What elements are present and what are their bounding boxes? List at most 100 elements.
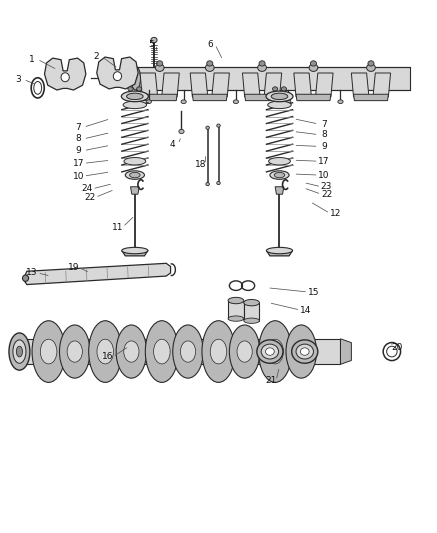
Text: 17: 17 (73, 159, 84, 168)
Ellipse shape (259, 321, 291, 382)
Polygon shape (340, 339, 351, 365)
Polygon shape (23, 263, 170, 285)
Ellipse shape (124, 158, 146, 165)
Ellipse shape (13, 340, 26, 364)
Ellipse shape (131, 67, 141, 90)
Text: 24: 24 (81, 184, 93, 193)
Ellipse shape (286, 325, 316, 378)
Ellipse shape (271, 93, 288, 100)
Polygon shape (136, 67, 410, 90)
Polygon shape (131, 187, 139, 194)
Ellipse shape (300, 348, 309, 356)
Polygon shape (244, 303, 260, 321)
Ellipse shape (261, 344, 279, 359)
Text: 4: 4 (170, 140, 176, 149)
Text: 17: 17 (318, 157, 329, 166)
Ellipse shape (269, 158, 290, 165)
Text: 13: 13 (26, 269, 38, 277)
Ellipse shape (16, 346, 22, 357)
Ellipse shape (9, 333, 30, 370)
Ellipse shape (137, 87, 142, 91)
Ellipse shape (151, 37, 157, 43)
Text: 19: 19 (68, 263, 80, 272)
Ellipse shape (286, 100, 291, 103)
Ellipse shape (229, 325, 260, 378)
Polygon shape (228, 301, 244, 319)
Text: 6: 6 (207, 40, 213, 49)
Ellipse shape (180, 341, 196, 362)
Text: 7: 7 (75, 123, 81, 132)
Ellipse shape (128, 87, 133, 91)
Polygon shape (373, 73, 391, 97)
Text: 1: 1 (29, 55, 35, 63)
Text: 22: 22 (84, 193, 96, 202)
Ellipse shape (130, 172, 140, 177)
Ellipse shape (237, 341, 252, 362)
Text: 18: 18 (194, 160, 206, 169)
Polygon shape (140, 73, 157, 97)
Polygon shape (162, 73, 179, 97)
Ellipse shape (338, 100, 343, 103)
Ellipse shape (268, 101, 291, 109)
Ellipse shape (206, 182, 209, 185)
Polygon shape (190, 73, 208, 97)
Ellipse shape (156, 61, 163, 66)
Ellipse shape (205, 64, 214, 71)
Ellipse shape (89, 321, 122, 382)
Ellipse shape (32, 321, 65, 382)
Ellipse shape (207, 61, 213, 66)
Ellipse shape (296, 344, 313, 359)
Ellipse shape (206, 126, 209, 130)
Text: 15: 15 (308, 287, 319, 296)
Polygon shape (264, 73, 282, 97)
Ellipse shape (123, 101, 147, 109)
Text: 23: 23 (321, 182, 332, 191)
Ellipse shape (281, 87, 287, 91)
Text: 2: 2 (94, 52, 99, 61)
Text: 5: 5 (148, 40, 154, 49)
Ellipse shape (291, 340, 318, 364)
Polygon shape (142, 94, 177, 101)
Ellipse shape (113, 72, 121, 80)
Ellipse shape (121, 91, 149, 102)
Ellipse shape (173, 325, 203, 378)
Ellipse shape (266, 348, 274, 356)
Ellipse shape (217, 124, 220, 127)
Ellipse shape (368, 61, 374, 66)
Ellipse shape (367, 64, 375, 71)
Text: 10: 10 (318, 171, 329, 180)
Ellipse shape (22, 275, 28, 281)
Text: 8: 8 (75, 134, 81, 143)
Ellipse shape (122, 247, 148, 254)
Text: 8: 8 (321, 130, 327, 139)
Polygon shape (351, 73, 369, 97)
Ellipse shape (258, 64, 267, 71)
Polygon shape (245, 94, 280, 101)
Ellipse shape (153, 339, 170, 364)
Polygon shape (354, 94, 388, 101)
Text: 9: 9 (75, 146, 81, 155)
Ellipse shape (267, 339, 284, 364)
Ellipse shape (273, 87, 278, 91)
Ellipse shape (267, 247, 292, 254)
Text: 16: 16 (102, 352, 113, 361)
Text: 14: 14 (300, 305, 311, 314)
Ellipse shape (97, 339, 114, 364)
Text: 3: 3 (15, 75, 21, 84)
Text: 12: 12 (329, 209, 341, 218)
Ellipse shape (259, 61, 265, 66)
Ellipse shape (146, 100, 151, 103)
Polygon shape (267, 251, 292, 256)
Ellipse shape (179, 130, 184, 134)
Polygon shape (243, 73, 260, 97)
Ellipse shape (125, 171, 145, 179)
Ellipse shape (59, 325, 90, 378)
Ellipse shape (228, 297, 244, 304)
Ellipse shape (124, 341, 139, 362)
Ellipse shape (274, 172, 285, 177)
Ellipse shape (116, 325, 147, 378)
Ellipse shape (146, 321, 178, 382)
Text: 11: 11 (112, 223, 123, 232)
Ellipse shape (309, 64, 318, 71)
Ellipse shape (310, 61, 316, 66)
